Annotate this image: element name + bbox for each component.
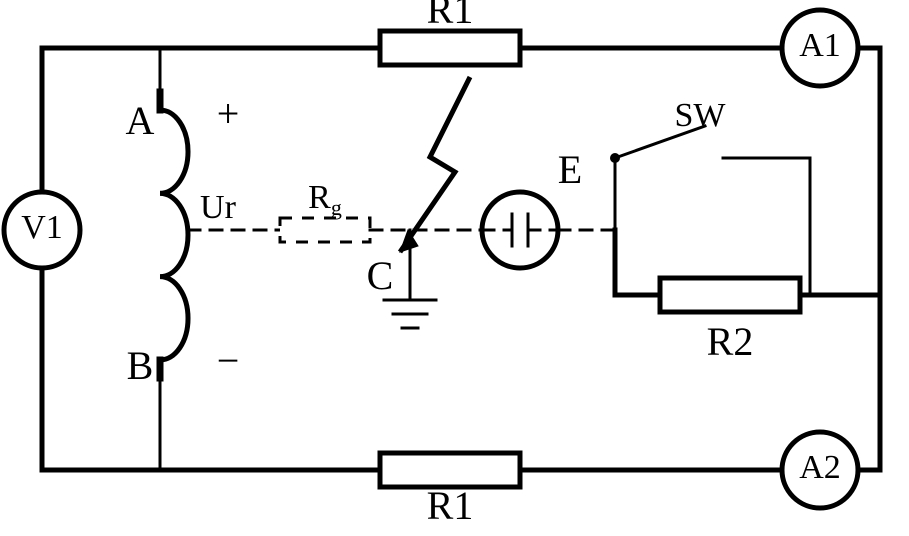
label-V1: V1 <box>21 209 63 246</box>
label-C: C <box>367 253 394 298</box>
inductor <box>160 110 188 360</box>
label-E: E <box>558 147 582 192</box>
lightning-arrow <box>400 77 470 252</box>
circuit-diagram: V1 A1 A2 R1 R1 R2 E SW A B C Ur + − Rg <box>0 0 909 536</box>
label-Ur: Ur <box>200 189 237 226</box>
label-SW: SW <box>675 97 727 134</box>
label-A2: A2 <box>799 449 841 486</box>
label-R2: R2 <box>707 319 754 364</box>
resistor-R2 <box>660 278 800 312</box>
label-minus: − <box>217 338 240 383</box>
label-R1_top: R1 <box>427 0 474 32</box>
label-Rg: Rg <box>308 179 342 220</box>
label-plus: + <box>217 91 240 136</box>
label-B: B <box>127 343 154 388</box>
label-A: A <box>126 98 155 143</box>
resistor-R1-top <box>380 31 520 65</box>
resistor-R1-bottom <box>380 453 520 487</box>
label-A1: A1 <box>799 27 841 64</box>
label-R1_bottom: R1 <box>427 483 474 528</box>
